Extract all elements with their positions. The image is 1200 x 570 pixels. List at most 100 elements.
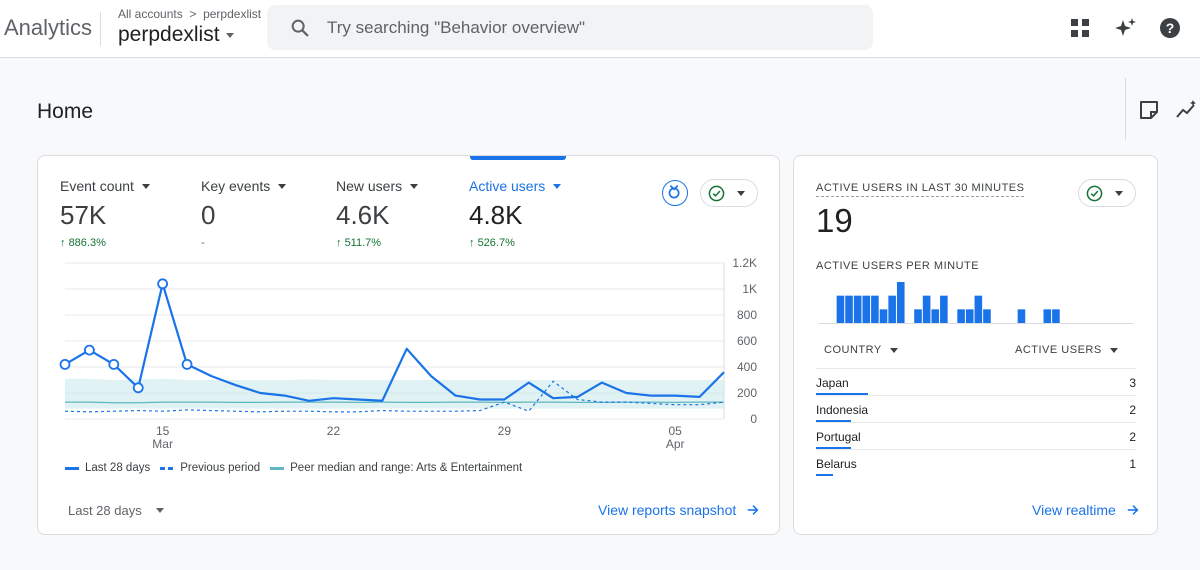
minute-bar[interactable] bbox=[862, 295, 871, 323]
legend-item-peer[interactable]: Peer median and range: Arts & Entertainm… bbox=[270, 462, 522, 474]
metric-value: 4.6K bbox=[336, 200, 390, 230]
apps-grid-icon[interactable] bbox=[1067, 15, 1093, 41]
realtime-title[interactable]: ACTIVE USERS IN LAST 30 MINUTES bbox=[816, 182, 1025, 197]
legend-item-last-28-days[interactable]: Last 28 days bbox=[65, 462, 150, 474]
minute-bar[interactable] bbox=[896, 282, 905, 323]
account-selector[interactable]: perpdexlist bbox=[118, 23, 234, 47]
column-label: ACTIVE USERS bbox=[1015, 344, 1102, 356]
minute-bar[interactable] bbox=[1052, 309, 1060, 323]
metric-label: New users bbox=[336, 178, 403, 194]
x-tick-sublabel: Apr bbox=[666, 437, 685, 451]
chevron-down-icon bbox=[278, 183, 287, 189]
x-tick-label: 05 bbox=[669, 424, 683, 438]
country-bar bbox=[816, 447, 851, 449]
metric-event-count[interactable]: Event count 57K ↑ 886.3% bbox=[60, 178, 150, 249]
sparkle-icon[interactable] bbox=[1112, 15, 1138, 41]
search-bar[interactable] bbox=[267, 5, 873, 50]
search-input[interactable] bbox=[327, 5, 847, 50]
app-name[interactable]: Analytics bbox=[4, 15, 93, 40]
table-row[interactable]: Portugal 2 bbox=[816, 422, 1136, 449]
country-name: Indonesia bbox=[816, 403, 869, 417]
minute-bar[interactable] bbox=[965, 309, 974, 323]
minute-bar[interactable] bbox=[853, 295, 862, 323]
minute-bar[interactable] bbox=[922, 295, 931, 323]
breadcrumb-all-accounts[interactable]: All accounts bbox=[118, 7, 183, 21]
data-quality-button[interactable] bbox=[1078, 179, 1136, 207]
realtime-card: ACTIVE USERS IN LAST 30 MINUTES 19 ACTIV… bbox=[793, 155, 1158, 535]
metric-value: 0 bbox=[201, 200, 216, 230]
country-users: 3 bbox=[1129, 376, 1136, 390]
column-header-active-users[interactable]: ACTIVE USERS bbox=[1015, 344, 1118, 356]
x-tick-label: 29 bbox=[498, 424, 512, 438]
country-bar bbox=[816, 420, 851, 422]
country-bar bbox=[816, 393, 868, 395]
data-point bbox=[132, 382, 144, 394]
view-reports-snapshot-link[interactable]: View reports snapshot bbox=[598, 502, 760, 518]
country-users: 2 bbox=[1129, 403, 1136, 417]
metric-active-users[interactable]: Active users 4.8K ↑ 526.7% bbox=[469, 178, 562, 249]
minute-bar[interactable] bbox=[836, 295, 845, 323]
data-point bbox=[181, 359, 193, 370]
metric-key-events[interactable]: Key events 0 - bbox=[201, 178, 287, 249]
notes-icon[interactable] bbox=[1137, 98, 1161, 122]
svg-text:?: ? bbox=[1166, 20, 1175, 36]
metric-new-users[interactable]: New users 4.6K ↑ 511.7% bbox=[336, 178, 419, 249]
arrow-right-icon bbox=[1127, 505, 1139, 515]
per-minute-chart bbox=[818, 282, 1134, 324]
legend-label: Previous period bbox=[180, 462, 261, 474]
minute-bar[interactable] bbox=[957, 309, 965, 323]
country-name: Portugal bbox=[816, 430, 861, 444]
minute-bar[interactable] bbox=[845, 295, 853, 323]
chevron-down-icon bbox=[155, 508, 164, 513]
minute-bar[interactable] bbox=[888, 295, 896, 323]
metric-label: Key events bbox=[201, 178, 271, 194]
chevron-down-icon bbox=[141, 183, 150, 189]
date-range-selector[interactable]: Last 28 days bbox=[68, 503, 164, 518]
y-tick-label: 800 bbox=[737, 308, 757, 322]
chevron-down-icon bbox=[225, 32, 234, 38]
top-bar: Analytics All accounts > perpdexlist per… bbox=[0, 0, 1200, 58]
insights-icon[interactable] bbox=[1174, 98, 1198, 122]
minute-bar[interactable] bbox=[983, 309, 991, 323]
y-tick-label: 200 bbox=[737, 386, 757, 400]
breadcrumb-property[interactable]: perpdexlist bbox=[203, 7, 262, 21]
country-users: 2 bbox=[1129, 430, 1136, 444]
y-tick-label: 1K bbox=[742, 282, 757, 296]
minute-bar[interactable] bbox=[914, 309, 922, 323]
minute-bar[interactable] bbox=[974, 295, 983, 323]
country-bar bbox=[816, 474, 834, 476]
overview-card: Event count 57K ↑ 886.3% Key events 0 - … bbox=[37, 155, 780, 535]
benchmark-icon bbox=[668, 185, 680, 199]
benchmark-button[interactable] bbox=[662, 180, 688, 206]
minute-bar[interactable] bbox=[1043, 309, 1052, 323]
minute-bar[interactable] bbox=[1017, 309, 1026, 323]
table-row[interactable]: Belarus 1 bbox=[816, 449, 1136, 476]
arrow-up-icon: ↑ bbox=[336, 237, 342, 249]
check-circle-icon bbox=[708, 185, 725, 202]
data-quality-button[interactable] bbox=[700, 179, 758, 207]
table-row[interactable]: Japan 3 bbox=[816, 368, 1136, 395]
active-tab-indicator bbox=[470, 156, 566, 160]
chevron-right-icon: > bbox=[186, 7, 200, 21]
check-circle-icon bbox=[1086, 185, 1103, 202]
minute-bar[interactable] bbox=[879, 309, 888, 323]
chart-legend: Last 28 days Previous period Peer median… bbox=[65, 462, 522, 474]
divider bbox=[1125, 78, 1126, 140]
table-row[interactable]: Indonesia 2 bbox=[816, 395, 1136, 422]
breadcrumb[interactable]: All accounts > perpdexlist bbox=[118, 7, 261, 21]
legend-label: Last 28 days bbox=[85, 462, 151, 474]
legend-item-previous-period[interactable]: Previous period bbox=[160, 462, 260, 474]
date-range-label: Last 28 days bbox=[68, 503, 142, 518]
y-tick-label: 1.2K bbox=[732, 256, 757, 270]
view-realtime-link[interactable]: View realtime bbox=[1032, 502, 1140, 518]
column-header-country[interactable]: COUNTRY bbox=[824, 344, 898, 356]
minute-bar[interactable] bbox=[931, 309, 940, 323]
minute-bar[interactable] bbox=[940, 295, 948, 323]
link-label: View realtime bbox=[1032, 502, 1116, 518]
help-icon[interactable]: ? bbox=[1157, 15, 1183, 41]
peer-range-area bbox=[65, 378, 724, 409]
minute-bar[interactable] bbox=[871, 295, 879, 323]
chevron-down-icon bbox=[737, 191, 745, 196]
arrow-right-icon bbox=[748, 505, 759, 515]
y-tick-label: 0 bbox=[750, 412, 757, 426]
